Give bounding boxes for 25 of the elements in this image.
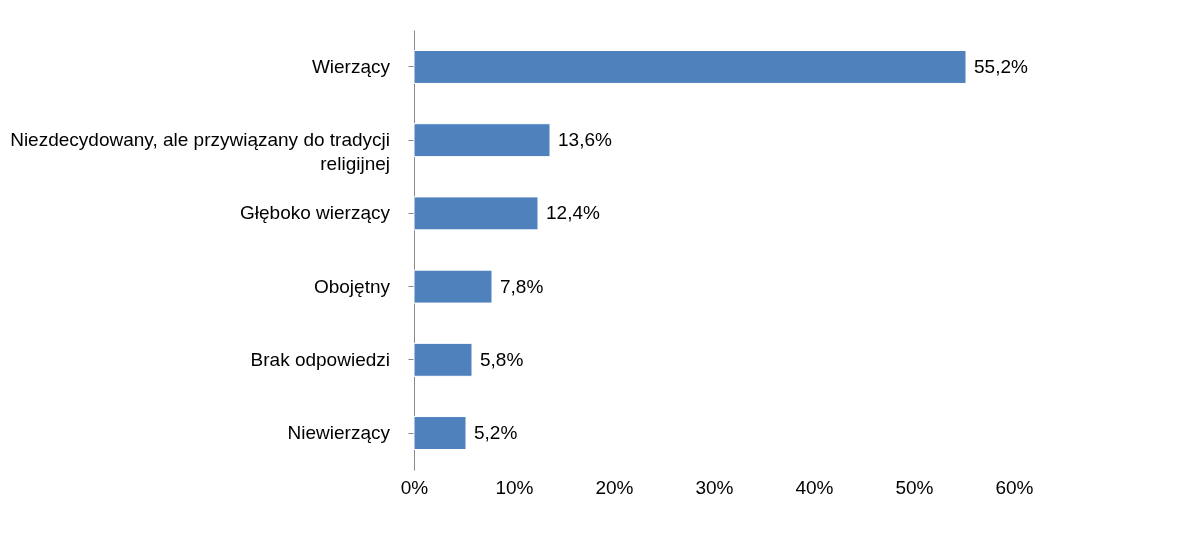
y-tick-label: Wierzący: [311, 55, 391, 77]
y-tick-label: Niewierzący: [287, 422, 391, 444]
x-tick-label: 40%: [795, 476, 834, 498]
bar: [413, 342, 473, 377]
data-label: 55,2%: [974, 55, 1028, 77]
data-label: 5,8%: [480, 348, 524, 370]
y-tick-label: Obojętny: [313, 275, 391, 297]
bar: [413, 416, 467, 450]
data-label: 12,4%: [546, 202, 600, 224]
data-label: 5,2%: [474, 422, 518, 444]
x-tick-label: 0%: [400, 476, 429, 498]
bar: [413, 50, 967, 84]
x-tick-label: 20%: [595, 476, 634, 498]
x-tick-label: 60%: [995, 476, 1034, 498]
x-tick-label: 10%: [495, 476, 534, 498]
x-tick-label: 50%: [895, 476, 934, 498]
data-label: 7,8%: [500, 275, 544, 297]
bar: [413, 196, 539, 231]
data-label: 13,6%: [558, 129, 612, 151]
bar: [413, 269, 493, 304]
y-tick-label: Głęboko wierzący: [240, 202, 391, 224]
x-tick-label: 30%: [695, 476, 734, 498]
y-tick-label: Niezdecydowany, ale przywiązany do tradycji religijnej: [10, 129, 390, 175]
y-tick-label: Brak odpowiedzi: [250, 348, 390, 370]
bar: [413, 123, 551, 158]
